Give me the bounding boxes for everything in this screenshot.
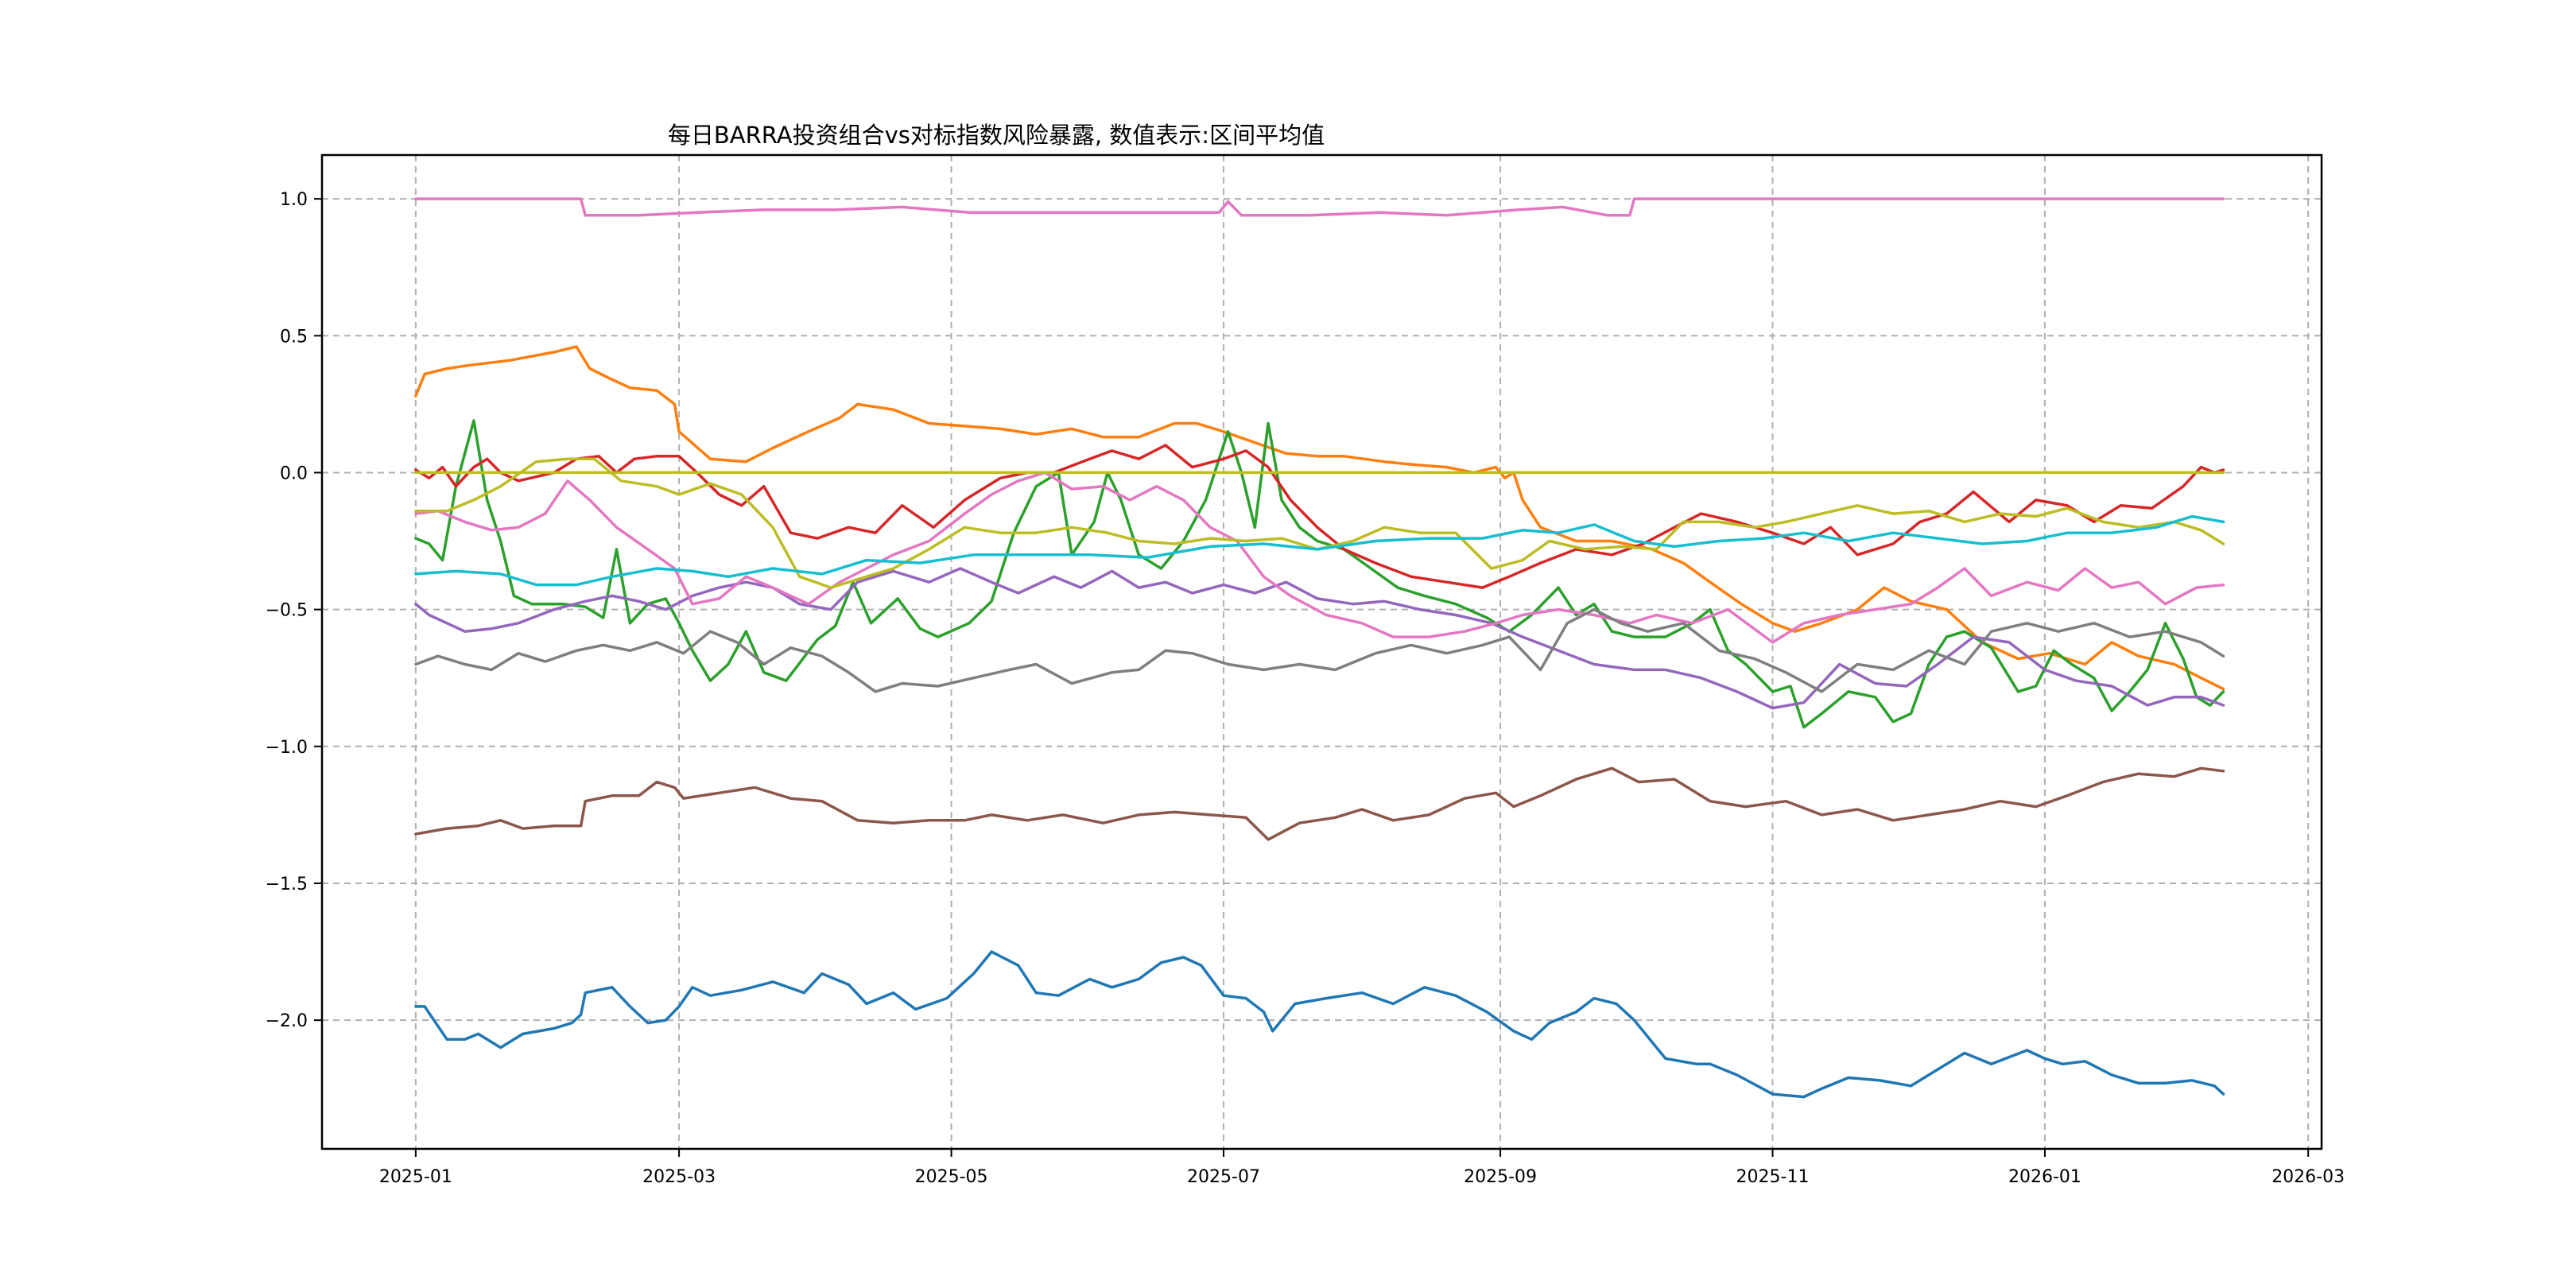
plot-frame: [320, 153, 2323, 1150]
y-axis: 1.0 0.5 0.0 −0.5 −1.0 −1.5 −2.0: [266, 190, 322, 1031]
x-tick-label: 2025-07: [1187, 1167, 1260, 1187]
y-tick-label: −1.5: [266, 875, 308, 894]
series-line-4: [414, 444, 2225, 589]
x-tick-label: 2026-01: [2008, 1167, 2081, 1187]
x-tick-label: 2025-03: [642, 1167, 716, 1187]
y-tick-label: 0.0: [280, 464, 308, 483]
series-line-5: [414, 567, 2225, 710]
y-tick-label: −1.0: [266, 738, 308, 758]
y-tick-label: 1.0: [280, 190, 308, 210]
x-tick-label: 2025-05: [915, 1167, 988, 1187]
x-tick-label: 2025-09: [1464, 1167, 1537, 1187]
grid-lines: [322, 155, 2322, 1149]
series-line-6: [414, 766, 2225, 841]
y-tick-label: −0.5: [266, 601, 308, 621]
y-tick-label: −2.0: [266, 1011, 308, 1031]
x-axis: 2025-01 2025-03 2025-05 2025-07 2025-09 2025-…: [379, 1149, 2345, 1187]
x-tick-label: 2025-11: [1736, 1167, 1810, 1187]
series-lines: [414, 197, 2225, 1099]
series-line-3: [414, 419, 2225, 729]
series-line-12: [414, 514, 2225, 587]
series-line-10: [414, 457, 2225, 589]
series-line-2: [414, 345, 2225, 691]
series-line-8: [414, 471, 2225, 644]
y-tick-label: 0.5: [280, 327, 308, 347]
x-tick-label: 2025-01: [379, 1167, 452, 1187]
chart-title: 每日BARRA投资组合vs对标指数风险暴露, 数值表示:区间平均值: [668, 122, 1325, 149]
x-tick-label: 2026-03: [2271, 1167, 2345, 1187]
series-line-9: [414, 607, 2225, 693]
series-line-7: [414, 197, 2225, 217]
series-line-1: [414, 950, 2225, 1099]
